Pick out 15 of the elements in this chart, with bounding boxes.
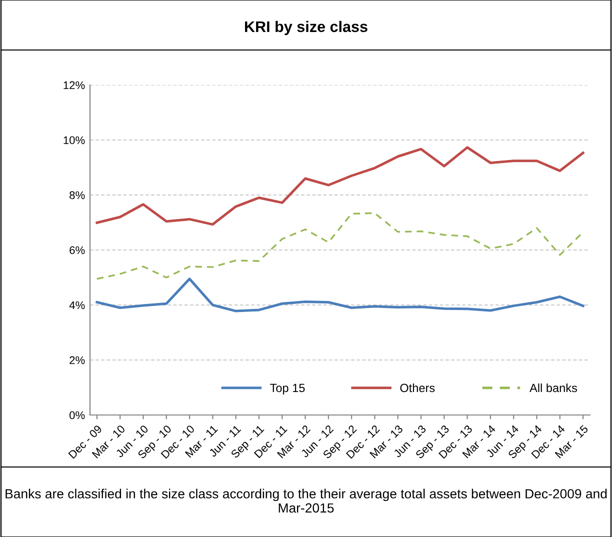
y-tick-label: 12%	[64, 81, 85, 90]
line-series	[96, 212, 584, 280]
line-series	[96, 146, 584, 226]
y-tick-label: 10%	[64, 136, 85, 144]
y-tick-label: 2%	[70, 356, 85, 364]
y-tick-label: 0%	[70, 411, 85, 420]
y-tick-label: 6%	[70, 246, 85, 254]
legend-label: All banks	[530, 383, 578, 392]
text: Banks are classified in the size class according to the their average total assets between Dec-2009 and Mar-2015	[6, 488, 607, 513]
line-series	[96, 278, 584, 312]
chart-title: KRI by size class	[245, 20, 368, 36]
y-tick-label: 8%	[70, 191, 85, 200]
legend-label: Others	[400, 383, 435, 392]
legend-label: Top 15	[270, 384, 305, 394]
y-tick-label: 4%	[69, 301, 85, 310]
